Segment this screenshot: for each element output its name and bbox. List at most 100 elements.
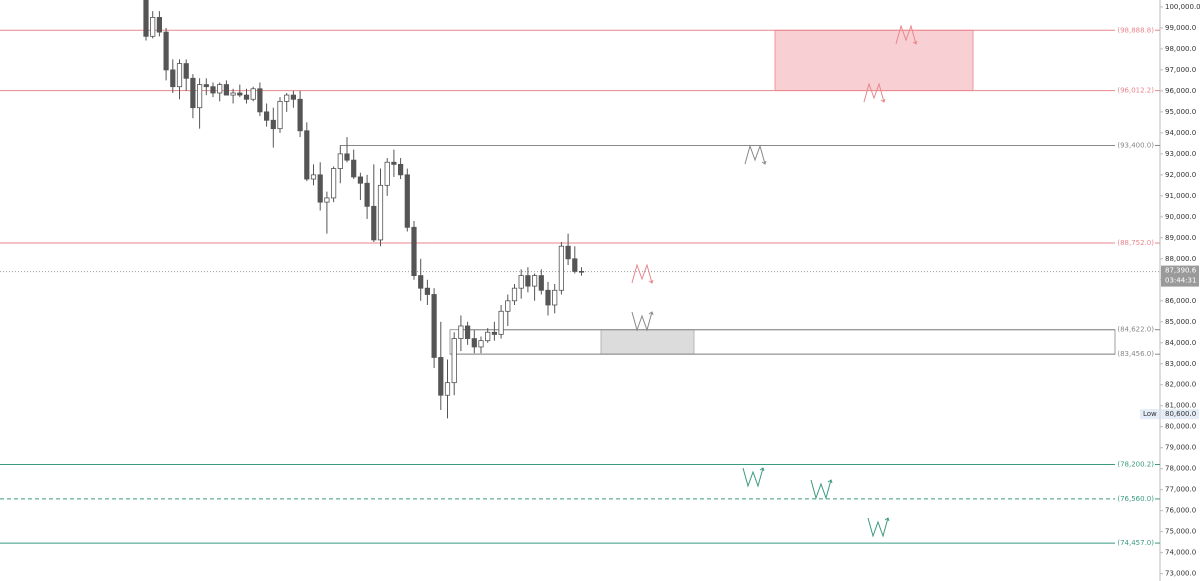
arrow-head <box>761 160 767 165</box>
level-label: (96,012.2) <box>1117 87 1154 95</box>
candle-body <box>498 310 504 335</box>
arrow-icon <box>742 467 764 488</box>
arrow-head <box>912 40 918 45</box>
y-tick-label: 92,000.0 <box>1165 171 1196 179</box>
candle-body <box>424 287 431 295</box>
candle-body <box>297 98 303 132</box>
candle-body <box>411 226 417 276</box>
y-tick-label: 75,000.0 <box>1165 528 1196 536</box>
y-tick-label: 74,000.0 <box>1165 549 1196 557</box>
level-label: (83,456.0) <box>1117 350 1154 358</box>
y-tick-label: 81,000.0 <box>1165 402 1196 410</box>
candle-body <box>163 31 169 71</box>
y-tick-label: 90,000.0 <box>1165 213 1196 221</box>
candle-body <box>183 63 189 79</box>
y-tick-label: 96,000.0 <box>1165 87 1196 95</box>
candle-body <box>545 289 551 306</box>
candle-body <box>190 77 196 109</box>
candle-body <box>391 161 397 165</box>
arrow-head <box>759 467 765 472</box>
y-tick-label: 73,000.0 <box>1165 570 1196 578</box>
candle-body <box>277 100 283 130</box>
arrow-icon <box>631 311 653 332</box>
candle-body <box>578 270 585 273</box>
candle-body <box>464 325 471 339</box>
candle-body <box>485 331 491 342</box>
level-label: (98,888.8) <box>1117 26 1154 34</box>
candle-body <box>364 182 370 207</box>
candle-body <box>324 197 330 203</box>
candle-body <box>150 17 156 37</box>
candle-body <box>471 338 477 348</box>
candle-body <box>290 94 297 100</box>
candle-body <box>263 111 270 121</box>
y-tick-label: 79,000.0 <box>1165 444 1196 452</box>
candle-body <box>431 294 437 358</box>
low-value-label: 80,600.0 <box>1165 410 1196 418</box>
level-label: (88,752.0) <box>1117 239 1154 247</box>
arrow-head <box>880 98 886 103</box>
candle-body <box>565 245 571 260</box>
candle-body <box>572 258 578 272</box>
arrow-head <box>884 517 890 522</box>
candle-body <box>491 331 498 335</box>
candle-body <box>418 275 424 289</box>
candle-body <box>451 338 457 384</box>
candle-body <box>532 275 538 287</box>
arrow-icon <box>867 517 889 538</box>
low-text: Low <box>1143 410 1157 418</box>
candle-body <box>558 245 565 291</box>
candle-body <box>170 69 176 88</box>
y-tick-label: 100,000.0 <box>1165 3 1200 11</box>
candle-body <box>143 0 149 37</box>
y-tick-label: 91,000.0 <box>1165 192 1196 200</box>
candle-body <box>377 184 384 241</box>
y-tick-label: 78,000.0 <box>1165 465 1196 473</box>
y-tick-label: 89,000.0 <box>1165 234 1196 242</box>
last-price-box <box>1161 265 1199 287</box>
candle-body <box>444 382 451 396</box>
y-tick-label: 76,000.0 <box>1165 507 1196 515</box>
candle-body <box>337 153 343 169</box>
candle-body <box>330 168 337 199</box>
y-tick-label: 80,000.0 <box>1165 423 1196 431</box>
candle-body <box>344 153 350 161</box>
candle-body <box>257 88 263 113</box>
candle-body <box>210 86 216 94</box>
zone <box>600 329 695 355</box>
y-tick-label: 88,000.0 <box>1165 255 1196 263</box>
y-tick-label: 82,000.0 <box>1165 381 1196 389</box>
candle-body <box>317 174 323 203</box>
candle-body <box>404 174 410 228</box>
candle-body <box>196 84 203 109</box>
candle-body <box>552 289 558 306</box>
candle-body <box>223 84 229 96</box>
candle-body <box>538 275 544 291</box>
y-tick-label: 83,000.0 <box>1165 360 1196 368</box>
arrow-head <box>648 279 654 284</box>
plot-area <box>0 0 1160 544</box>
zone <box>449 329 1116 355</box>
candle-body <box>203 84 209 88</box>
arrow-head <box>827 479 833 484</box>
level-label: (84,622.0) <box>1117 326 1154 334</box>
y-tick-label: 94,000.0 <box>1165 129 1196 137</box>
countdown-label: 03:44:31 <box>1165 277 1196 285</box>
y-tick-label: 99,000.0 <box>1165 24 1196 32</box>
level-label: (76,560.0) <box>1117 495 1154 503</box>
candle-body <box>230 92 236 96</box>
candle-body <box>270 119 276 130</box>
candle-body <box>237 92 243 96</box>
y-tick-label: 97,000.0 <box>1165 66 1196 74</box>
candle-body <box>284 94 290 102</box>
candle-body <box>357 176 364 184</box>
arrow-icon <box>744 144 766 165</box>
candle-body <box>351 159 357 178</box>
candle-body <box>371 205 377 241</box>
y-tick-label: 93,000.0 <box>1165 150 1196 158</box>
candle-body <box>478 340 484 348</box>
y-tick-label: 98,000.0 <box>1165 45 1196 53</box>
candle-body <box>250 88 256 100</box>
arrow-icon <box>810 479 832 500</box>
